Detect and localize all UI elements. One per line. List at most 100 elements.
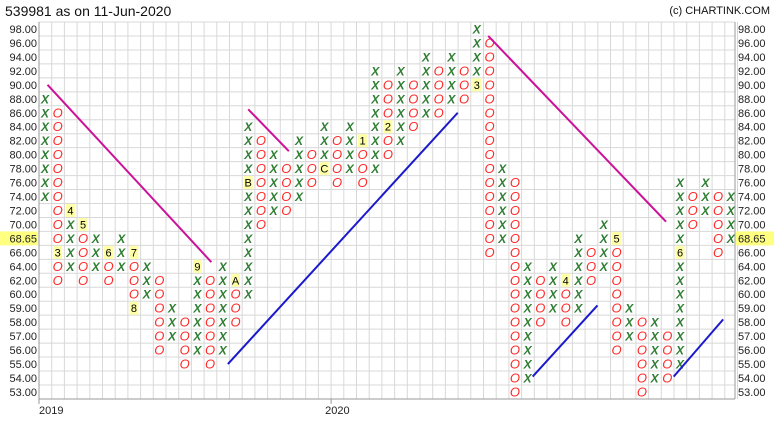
support-trend-line bbox=[531, 304, 599, 378]
o-box: O bbox=[281, 161, 291, 176]
y-tick-label-left: 86.00 bbox=[9, 108, 37, 120]
o-box: O bbox=[53, 217, 63, 232]
x-box: X bbox=[421, 106, 431, 120]
x-box: X bbox=[294, 190, 304, 204]
month-label: 5 bbox=[80, 219, 86, 231]
month-label: A bbox=[232, 275, 240, 287]
x-box: X bbox=[167, 316, 177, 330]
y-tick-label-right: 62.00 bbox=[738, 275, 766, 287]
resistance-trend-line bbox=[247, 108, 290, 152]
o-box: O bbox=[510, 371, 520, 386]
o-box: O bbox=[510, 175, 520, 190]
x-box: X bbox=[40, 106, 50, 120]
x-box: X bbox=[294, 176, 304, 190]
x-box: X bbox=[650, 344, 660, 358]
y-tick-label-left: 70.00 bbox=[9, 219, 37, 231]
y-tick-label-right: 96.00 bbox=[738, 38, 766, 50]
y-tick-label-left: 64.00 bbox=[9, 261, 37, 273]
x-box: X bbox=[497, 162, 507, 176]
o-box: O bbox=[510, 301, 520, 316]
month-label-bg bbox=[358, 134, 367, 148]
x-box: X bbox=[370, 148, 380, 162]
y-tick-label-left: 56.00 bbox=[9, 345, 37, 357]
o-box: O bbox=[662, 329, 672, 344]
x-box: X bbox=[675, 316, 685, 330]
y-tick-label-left: 68.65 bbox=[9, 233, 37, 245]
o-box: O bbox=[688, 189, 698, 204]
month-label-bg bbox=[561, 273, 571, 287]
month-label-bg bbox=[472, 78, 482, 92]
x-box: X bbox=[319, 120, 329, 134]
o-box: O bbox=[510, 189, 520, 204]
x-box: X bbox=[269, 162, 279, 176]
x-box: X bbox=[40, 176, 50, 190]
x-box: X bbox=[573, 274, 583, 288]
x-box: X bbox=[599, 246, 609, 260]
o-box: O bbox=[561, 301, 571, 316]
y-tick-label-right: 53.00 bbox=[738, 387, 766, 399]
y-tick-label-left: 74.00 bbox=[9, 192, 37, 204]
x-box: X bbox=[243, 218, 253, 232]
x-box: X bbox=[523, 358, 533, 372]
x-box: X bbox=[218, 274, 228, 288]
o-box: O bbox=[662, 357, 672, 372]
x-box: X bbox=[91, 232, 101, 246]
y-tick-label-left: 54.00 bbox=[9, 373, 37, 385]
o-box: O bbox=[205, 329, 215, 344]
o-box: O bbox=[484, 245, 494, 260]
o-box: O bbox=[713, 189, 723, 204]
o-box: O bbox=[408, 77, 418, 92]
o-box: O bbox=[53, 105, 63, 120]
x-box: X bbox=[243, 274, 253, 288]
o-box: O bbox=[484, 35, 494, 50]
y-tick-label-right: 82.00 bbox=[738, 136, 766, 148]
o-box: O bbox=[484, 133, 494, 148]
o-box: O bbox=[510, 231, 520, 246]
x-box: X bbox=[142, 260, 152, 274]
month-label-bg bbox=[65, 203, 75, 217]
y-tick-label-right: 80.00 bbox=[738, 150, 766, 162]
o-box: O bbox=[611, 245, 621, 260]
o-box: O bbox=[611, 287, 621, 302]
x-box: X bbox=[396, 134, 406, 148]
x-box: X bbox=[700, 190, 710, 204]
o-box: O bbox=[510, 245, 520, 260]
x-box: X bbox=[269, 204, 279, 218]
y-tick-label-right: 78.00 bbox=[738, 164, 766, 176]
month-label: 6 bbox=[105, 247, 111, 259]
month-label: 7 bbox=[131, 247, 137, 259]
x-box: X bbox=[91, 246, 101, 260]
o-box: O bbox=[484, 77, 494, 92]
o-box: O bbox=[713, 203, 723, 218]
o-box: O bbox=[230, 287, 240, 302]
y-tick-label-right: 66.00 bbox=[738, 247, 766, 259]
o-box: O bbox=[510, 287, 520, 302]
x-box: X bbox=[192, 330, 202, 344]
x-box: X bbox=[421, 92, 431, 106]
o-box: O bbox=[78, 231, 88, 246]
x-box: X bbox=[243, 148, 253, 162]
o-box: O bbox=[459, 91, 469, 106]
x-box: X bbox=[142, 274, 152, 288]
x-box: X bbox=[497, 190, 507, 204]
x-box: X bbox=[65, 232, 75, 246]
o-box: O bbox=[586, 245, 596, 260]
o-box: O bbox=[611, 343, 621, 358]
o-box: O bbox=[129, 287, 139, 302]
x-box: X bbox=[497, 176, 507, 190]
month-label: 3 bbox=[474, 80, 480, 92]
o-box: O bbox=[383, 105, 393, 120]
x-box: X bbox=[446, 64, 456, 78]
o-box: O bbox=[53, 147, 63, 162]
o-box: O bbox=[53, 189, 63, 204]
y-tick-label-left: 53.00 bbox=[9, 387, 37, 399]
y-tick-label-left: 92.00 bbox=[9, 66, 37, 78]
y-tick-label-right: 94.00 bbox=[738, 52, 766, 64]
x-box: X bbox=[497, 204, 507, 218]
current-price-highlight-left bbox=[0, 231, 38, 246]
x-box: X bbox=[370, 92, 380, 106]
x-box: X bbox=[40, 120, 50, 134]
x-box: X bbox=[167, 302, 177, 316]
y-tick-label-right: 57.00 bbox=[738, 331, 766, 343]
o-box: O bbox=[256, 203, 266, 218]
